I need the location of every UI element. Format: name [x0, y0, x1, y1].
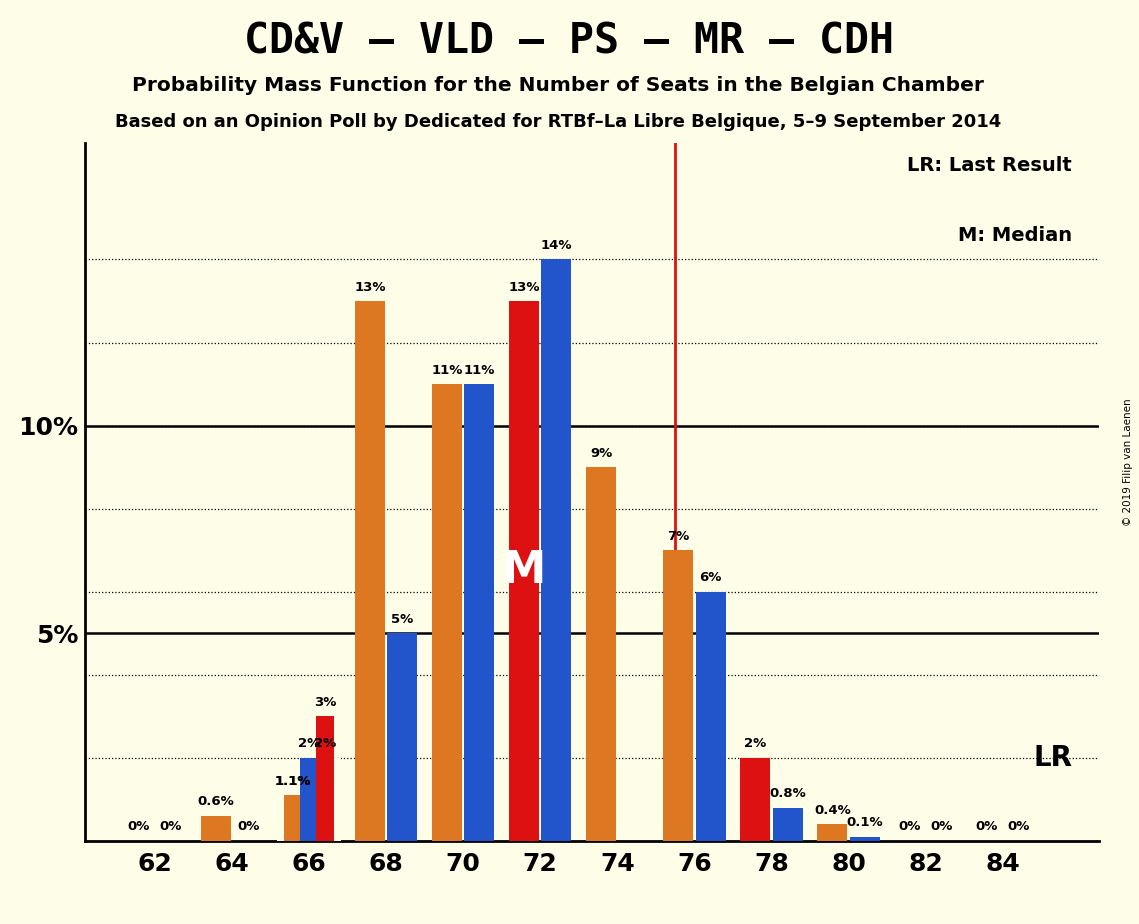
Text: 1.1%: 1.1%	[274, 774, 311, 787]
Text: 7%: 7%	[667, 529, 689, 542]
Text: 9%: 9%	[590, 446, 613, 459]
Bar	[850, 837, 879, 841]
Bar	[740, 758, 770, 841]
Bar	[387, 633, 417, 841]
Bar	[663, 550, 694, 841]
Bar	[772, 808, 803, 841]
Text: 0%: 0%	[975, 821, 998, 833]
Bar	[300, 758, 318, 841]
Text: 0.6%: 0.6%	[197, 796, 235, 808]
Text: Based on an Opinion Poll by Dedicated for RTBf–La Libre Belgique, 5–9 September : Based on an Opinion Poll by Dedicated fo…	[115, 113, 1001, 130]
Text: 2%: 2%	[744, 737, 767, 750]
Text: 0%: 0%	[159, 821, 182, 833]
Text: M: Median: M: Median	[958, 226, 1072, 245]
Text: 6%: 6%	[699, 571, 722, 584]
Text: 11%: 11%	[464, 363, 495, 377]
Bar	[541, 260, 572, 841]
Text: LR: LR	[1033, 744, 1072, 772]
Text: 0%: 0%	[1008, 821, 1030, 833]
Text: Probability Mass Function for the Number of Seats in the Belgian Chamber: Probability Mass Function for the Number…	[132, 76, 984, 95]
Bar	[309, 758, 341, 841]
Bar	[278, 796, 308, 841]
Bar	[587, 468, 616, 841]
Text: 0.1%: 0.1%	[846, 816, 883, 829]
Text: © 2019 Filip van Laenen: © 2019 Filip van Laenen	[1123, 398, 1132, 526]
Bar	[696, 591, 726, 841]
Bar	[310, 758, 341, 841]
Text: 3%: 3%	[314, 696, 336, 709]
Text: 0.4%: 0.4%	[814, 804, 851, 817]
Text: 2%: 2%	[298, 737, 320, 750]
Text: 0.8%: 0.8%	[769, 787, 806, 800]
Text: 2%: 2%	[314, 737, 336, 750]
Bar	[284, 796, 302, 841]
Text: 5%: 5%	[391, 613, 413, 626]
Text: 13%: 13%	[354, 281, 386, 294]
Bar	[432, 384, 462, 841]
Text: M: M	[502, 550, 547, 592]
Text: 0%: 0%	[237, 821, 260, 833]
Text: 1.1%: 1.1%	[274, 774, 311, 787]
Text: 13%: 13%	[508, 281, 540, 294]
Bar	[277, 796, 309, 841]
Text: LR: Last Result: LR: Last Result	[908, 155, 1072, 175]
Bar	[465, 384, 494, 841]
Text: 11%: 11%	[432, 363, 462, 377]
Text: 0%: 0%	[128, 821, 150, 833]
Bar	[200, 816, 231, 841]
Bar	[818, 824, 847, 841]
Text: CD&V – VLD – PS – MR – CDH: CD&V – VLD – PS – MR – CDH	[245, 20, 894, 62]
Bar	[316, 716, 335, 841]
Text: 14%: 14%	[541, 239, 572, 252]
Text: 0%: 0%	[931, 821, 953, 833]
Bar	[509, 301, 539, 841]
Bar	[355, 301, 385, 841]
Text: 0%: 0%	[899, 821, 920, 833]
